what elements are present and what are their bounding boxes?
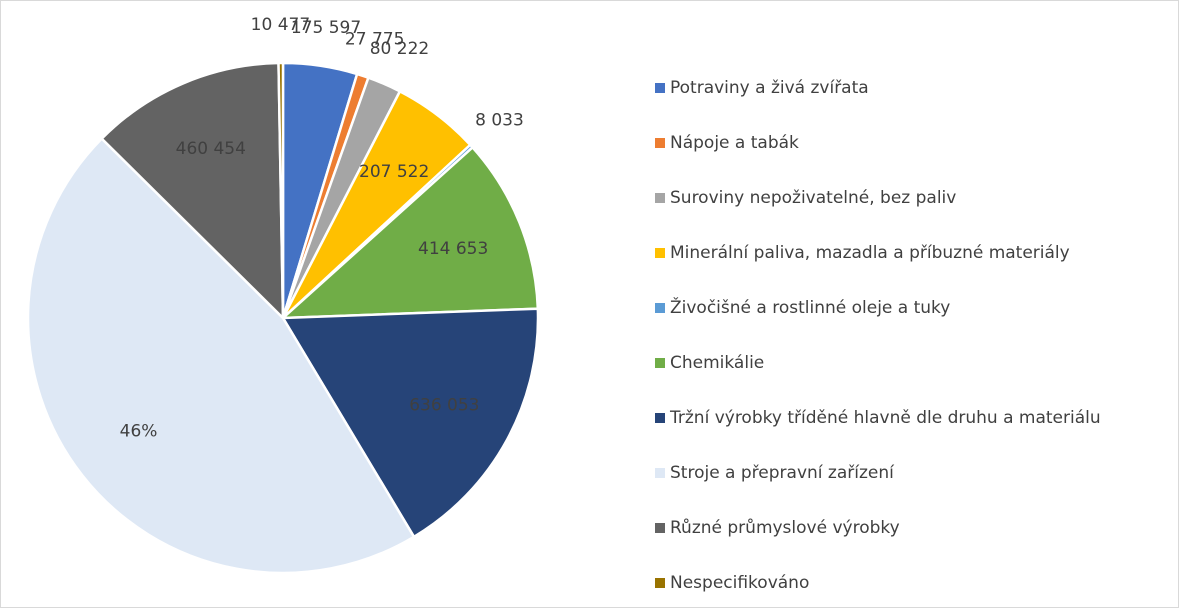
legend-label: Různé průmyslové výrobky bbox=[670, 518, 900, 538]
data-label: 27 775 bbox=[345, 30, 404, 50]
data-label: 460 454 bbox=[176, 139, 246, 159]
data-label: 10 477 bbox=[251, 15, 310, 35]
legend-label: Stroje a přepravní zařízení bbox=[670, 463, 895, 483]
legend-label: Nespecifikováno bbox=[670, 573, 809, 593]
legend-label: Minerální paliva, mazadla a příbuzné mat… bbox=[670, 243, 1070, 263]
pie-slice bbox=[99, 61, 285, 322]
legend-swatch bbox=[655, 413, 665, 423]
legend-label: Potraviny a živá zvířata bbox=[670, 78, 869, 98]
data-label: 207 522 bbox=[359, 162, 429, 182]
legend-swatch bbox=[655, 358, 665, 368]
legend-label: Chemikálie bbox=[670, 353, 764, 373]
data-label: 636 053 bbox=[409, 396, 479, 416]
legend-label: Suroviny nepoživatelné, bez paliv bbox=[670, 188, 956, 208]
legend-swatch bbox=[655, 523, 665, 533]
data-label: 8 033 bbox=[475, 111, 524, 131]
data-label: 80 222 bbox=[370, 39, 429, 59]
legend-label: Nápoje a tabák bbox=[670, 133, 799, 153]
legend-swatch bbox=[655, 248, 665, 258]
legend-swatch bbox=[655, 468, 665, 478]
pie-slice bbox=[280, 307, 540, 539]
pie-slice bbox=[277, 61, 285, 319]
legend-swatch bbox=[655, 193, 665, 203]
legend-swatch bbox=[655, 303, 665, 313]
data-label: 175 597 bbox=[291, 18, 361, 38]
legend-label: Živočišné a rostlinné oleje a tuky bbox=[670, 296, 950, 318]
pie-slice bbox=[26, 136, 416, 575]
pie-slice bbox=[279, 145, 540, 320]
legend-swatch bbox=[655, 578, 665, 588]
legend-swatch bbox=[655, 83, 665, 93]
data-label: 46% bbox=[120, 421, 158, 441]
legend-label: Tržní výrobky tříděné hlavně dle druhu a… bbox=[669, 408, 1101, 428]
data-label: 414 653 bbox=[418, 239, 488, 259]
legend-swatch bbox=[655, 138, 665, 148]
